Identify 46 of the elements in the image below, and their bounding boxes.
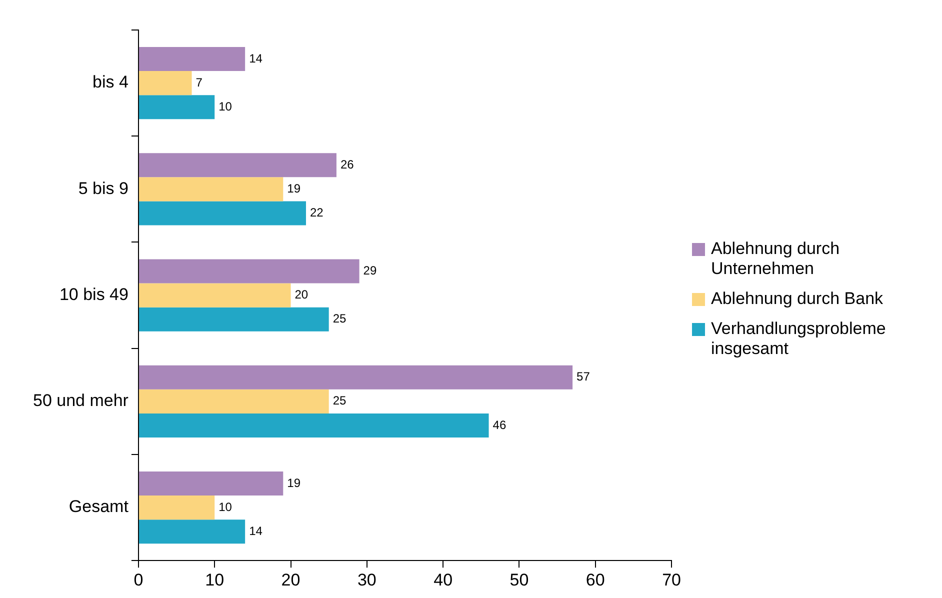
bar [138,389,329,414]
x-tick-label: 50 [510,570,529,590]
bar [138,307,329,332]
data-label: 19 [287,476,301,490]
bar [138,46,246,72]
bar [138,71,192,96]
data-label: 14 [249,524,263,538]
data-label: 25 [332,312,347,326]
data-label: 14 [249,51,263,66]
data-label: 10 [218,99,232,114]
y-tick-label: bis 4 [92,72,128,92]
x-tick-label: 30 [357,570,376,590]
bar [138,259,360,284]
data-label: 25 [332,394,347,408]
x-tick-label: 60 [586,570,605,590]
y-tick-label: 10 bis 49 [59,284,128,304]
data-label: 7 [196,75,203,90]
bar [138,153,336,178]
x-tick-label: 20 [281,570,300,590]
bar [138,95,215,120]
legend-label: Ablehnung durch Bank [711,289,884,309]
bar [138,413,489,438]
data-label: 19 [287,181,301,196]
legend-label: Verhandlungsprobleme insgesamt [711,319,887,359]
data-label: 46 [492,418,506,432]
bar [138,471,284,496]
legend-label: Ablehnung durch Unternehmen [711,239,841,279]
bar [138,365,573,390]
data-label: 20 [294,288,308,302]
bar [138,283,291,308]
bar [138,201,306,226]
x-tick-label: 10 [205,570,224,590]
x-tick-label: 70 [662,570,682,590]
bar [138,520,246,544]
data-label: 57 [576,370,590,384]
y-tick-label: 5 bis 9 [78,178,128,198]
bar [138,177,284,202]
x-tick-label: 0 [134,570,144,590]
x-tick-label: 40 [434,570,453,590]
data-label: 22 [310,206,324,220]
data-label: 29 [363,264,377,278]
y-tick-label: Gesamt [68,497,129,516]
data-label: 10 [218,500,232,514]
y-tick-label: 50 und mehr [33,391,129,410]
bar [138,496,215,520]
data-label: 26 [340,157,354,172]
